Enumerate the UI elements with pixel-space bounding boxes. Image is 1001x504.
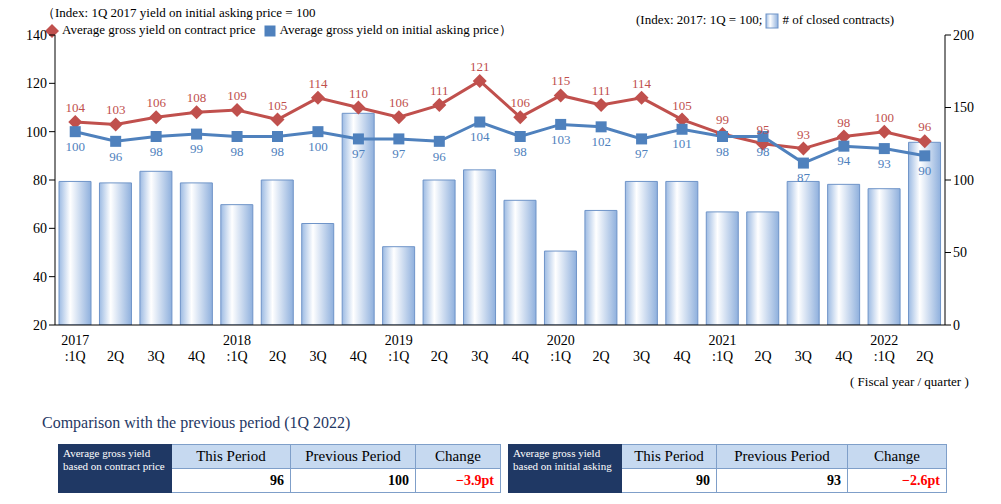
svg-text:50: 50 [953, 245, 967, 260]
svg-text:4Q: 4Q [835, 349, 852, 364]
html-text:Change: Change [435, 448, 481, 464]
svg-text:3Q: 3Q [633, 349, 650, 364]
svg-text:2Q: 2Q [269, 349, 286, 364]
svg-text:114: 114 [308, 76, 328, 91]
svg-text:96: 96 [433, 149, 447, 164]
svg-text:2022:1Q: 2022:1Q [870, 333, 898, 364]
svg-text:200: 200 [953, 28, 974, 43]
svg-text:111: 111 [430, 83, 449, 98]
html-text:Average gross yield based on c: Average gross yield based on contract pr… [63, 447, 165, 472]
html-text:−3.9pt: −3.9pt [456, 472, 494, 488]
svg-text:2017:1Q: 2017:1Q [61, 333, 89, 364]
svg-text:2Q: 2Q [754, 349, 771, 364]
svg-text:97: 97 [392, 146, 406, 161]
svg-text:0: 0 [953, 318, 960, 333]
svg-text:2021:1Q: 2021:1Q [709, 333, 737, 364]
svg-text:108: 108 [187, 90, 207, 105]
svg-text:105: 105 [672, 98, 692, 113]
html-text:Average gross yield on contrac: Average gross yield on contract price [62, 22, 256, 37]
svg-text:40: 40 [33, 270, 47, 285]
svg-text:106: 106 [389, 95, 409, 110]
svg-text:100: 100 [875, 110, 895, 125]
html-text:Comparison with the previous p: Comparison with the previous period (1Q … [42, 414, 351, 431]
html-text:（Index: 1Q 2017 yield on initi: （Index: 1Q 2017 yield on initial asking … [42, 5, 316, 20]
svg-text:2Q: 2Q [431, 349, 448, 364]
svg-text:2Q: 2Q [916, 349, 933, 364]
svg-text:106: 106 [146, 95, 166, 110]
svg-text:2019:1Q: 2019:1Q [385, 333, 413, 364]
svg-text:100: 100 [953, 173, 974, 188]
svg-text:101: 101 [672, 136, 692, 151]
svg-text:3Q: 3Q [471, 349, 488, 364]
svg-text:103: 103 [106, 102, 126, 117]
svg-text:103: 103 [551, 132, 571, 147]
svg-text:60: 60 [33, 221, 47, 236]
svg-text:4Q: 4Q [350, 349, 367, 364]
svg-text:98: 98 [231, 144, 244, 159]
svg-text:120: 120 [26, 76, 47, 91]
svg-text:96: 96 [918, 119, 932, 134]
svg-text:2018:1Q: 2018:1Q [223, 333, 251, 364]
html-text:This Period: This Period [196, 448, 266, 464]
svg-text:97: 97 [352, 146, 366, 161]
svg-text:20: 20 [33, 318, 47, 333]
svg-text:121: 121 [470, 59, 490, 74]
svg-text:93: 93 [878, 156, 891, 171]
svg-text:98: 98 [837, 115, 850, 130]
html-text:# of closed contracts): # of closed contracts) [782, 12, 894, 27]
svg-text:98: 98 [271, 144, 284, 159]
svg-text:109: 109 [227, 88, 247, 103]
svg-text:97: 97 [635, 146, 649, 161]
html-text:Previous Period: Previous Period [734, 448, 830, 464]
html-text:93: 93 [827, 472, 841, 488]
svg-text:140: 140 [26, 28, 47, 43]
html-text:(Index: 2017: 1Q = 100;: (Index: 2017: 1Q = 100; [636, 12, 763, 27]
svg-text:4Q: 4Q [673, 349, 690, 364]
html-text:96: 96 [270, 472, 284, 488]
svg-text:2020:1Q: 2020:1Q [547, 333, 575, 364]
svg-text:105: 105 [268, 98, 288, 113]
html-text:Previous Period: Previous Period [305, 448, 401, 464]
svg-text:94: 94 [837, 153, 851, 168]
html-text:Average gross yield on initial: Average gross yield on initial asking pr… [279, 22, 512, 37]
svg-text:95: 95 [756, 122, 769, 137]
svg-text:98: 98 [514, 144, 527, 159]
svg-text:100: 100 [26, 125, 47, 140]
svg-text:98: 98 [716, 144, 729, 159]
html-text:90: 90 [696, 472, 710, 488]
svg-text:99: 99 [716, 112, 729, 127]
html-text:−2.6pt: −2.6pt [902, 472, 940, 488]
svg-text:115: 115 [551, 73, 570, 88]
svg-text:3Q: 3Q [309, 349, 326, 364]
svg-text:96: 96 [109, 149, 123, 164]
svg-text:150: 150 [953, 100, 974, 115]
svg-text:93: 93 [797, 127, 810, 142]
svg-text:100: 100 [65, 139, 85, 154]
svg-text:104: 104 [470, 129, 490, 144]
svg-text:111: 111 [592, 83, 611, 98]
svg-text:3Q: 3Q [795, 349, 812, 364]
svg-text:4Q: 4Q [512, 349, 529, 364]
svg-text:100: 100 [308, 139, 328, 154]
svg-text:87: 87 [797, 170, 811, 185]
svg-text:106: 106 [510, 95, 530, 110]
html-text:100: 100 [388, 472, 409, 488]
svg-text:102: 102 [591, 134, 611, 149]
svg-text:114: 114 [632, 76, 652, 91]
html-text:Average gross yield based on i: Average gross yield based on initial ask… [513, 447, 612, 472]
svg-text:2Q: 2Q [593, 349, 610, 364]
svg-text:80: 80 [33, 173, 47, 188]
svg-text:3Q: 3Q [148, 349, 165, 364]
html-text:Change: Change [874, 448, 920, 464]
html-text:This Period: This Period [634, 448, 704, 464]
svg-text:104: 104 [65, 100, 85, 115]
svg-text:4Q: 4Q [188, 349, 205, 364]
svg-text:2Q: 2Q [107, 349, 124, 364]
svg-text:98: 98 [150, 144, 163, 159]
svg-text:99: 99 [190, 141, 203, 156]
svg-text:110: 110 [349, 86, 368, 101]
svg-text:90: 90 [918, 163, 931, 178]
html-text:( Fiscal year / quarter ): ( Fiscal year / quarter ) [850, 374, 969, 389]
svg-text:98: 98 [756, 144, 769, 159]
